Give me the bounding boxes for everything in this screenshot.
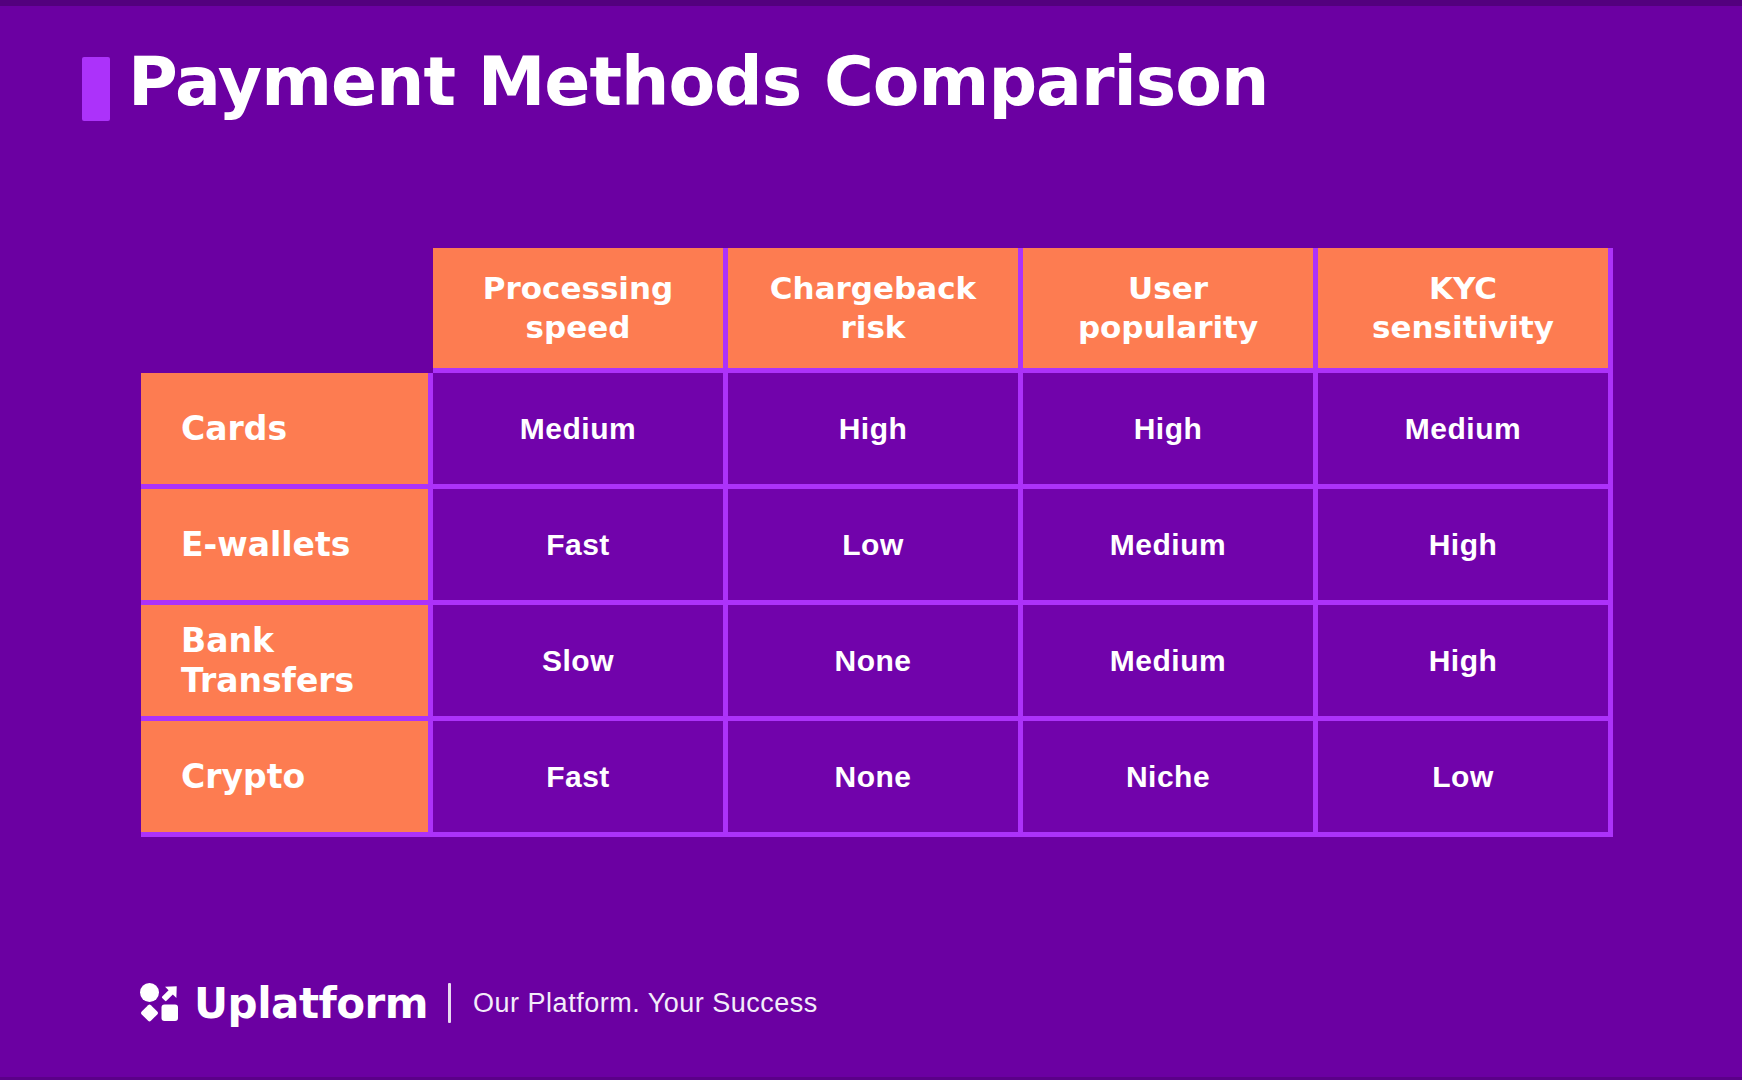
slide-background: Payment Methods Comparison Processing sp… [0,0,1742,1080]
cell-crypto-kyc-sensitivity: Low [1318,721,1613,837]
cell-cards-kyc-sensitivity: Medium [1318,373,1613,489]
row-label-e-wallets: E-wallets [141,489,433,605]
cell-bank-transfers-chargeback-risk: None [728,605,1023,721]
cell-crypto-processing-speed: Fast [433,721,728,837]
table-corner-cell [141,248,433,373]
brand-name: Uplatform [194,979,428,1028]
row-label-cards: Cards [141,373,433,489]
page-title: Payment Methods Comparison [128,42,1268,121]
column-header-kyc-sensitivity: KYC sensitivity [1318,248,1613,373]
cell-e-wallets-chargeback-risk: Low [728,489,1023,605]
cell-crypto-user-popularity: Niche [1023,721,1318,837]
comparison-table: Processing speed Chargeback risk User po… [141,248,1613,837]
column-header-user-popularity: User popularity [1023,248,1318,373]
cell-bank-transfers-user-popularity: Medium [1023,605,1318,721]
top-edge-strip [0,0,1742,6]
footer-divider [448,983,451,1023]
row-label-crypto: Crypto [141,721,433,837]
column-header-chargeback-risk: Chargeback risk [728,248,1023,373]
column-header-processing-speed: Processing speed [433,248,728,373]
cell-e-wallets-processing-speed: Fast [433,489,728,605]
cell-cards-user-popularity: High [1023,373,1318,489]
cell-e-wallets-kyc-sensitivity: High [1318,489,1613,605]
row-label-bank-transfers: Bank Transfers [141,605,433,721]
cell-cards-chargeback-risk: High [728,373,1023,489]
cell-crypto-chargeback-risk: None [728,721,1023,837]
cell-bank-transfers-processing-speed: Slow [433,605,728,721]
title-accent-bar [82,57,110,121]
footer-branding: Uplatform Our Platform. Your Success [140,975,818,1031]
cell-e-wallets-user-popularity: Medium [1023,489,1318,605]
uplatform-logo-icon [140,983,180,1023]
brand-tagline: Our Platform. Your Success [473,988,818,1019]
cell-bank-transfers-kyc-sensitivity: High [1318,605,1613,721]
cell-cards-processing-speed: Medium [433,373,728,489]
